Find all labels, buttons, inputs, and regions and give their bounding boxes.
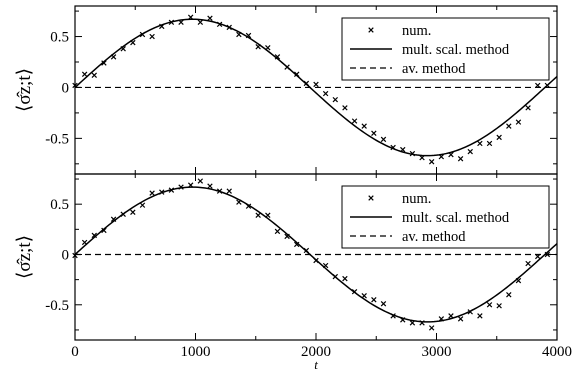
- data-point-x: [525, 105, 531, 111]
- data-point-x: [457, 316, 464, 322]
- data-point-x: [380, 301, 387, 307]
- data-point-x: [130, 209, 136, 215]
- data-point-x: [101, 227, 107, 234]
- y-tick-label: -0.5: [45, 131, 69, 147]
- data-point-x: [274, 54, 281, 60]
- data-point-x: [149, 33, 155, 40]
- data-point-x: [207, 183, 213, 189]
- data-point-x: [139, 202, 146, 208]
- data-point-x: [226, 188, 232, 194]
- data-point-x: [496, 134, 502, 141]
- y-tick-label: -0.5: [45, 298, 69, 314]
- data-point-x: [477, 313, 483, 319]
- legend-label: mult. scal. method: [402, 42, 510, 58]
- x-tick-label: 2000: [301, 344, 331, 360]
- data-point-x: [207, 15, 213, 21]
- y-axis-label: ⟨σ̂z;t⟩: [14, 68, 35, 112]
- data-point-x: [351, 118, 358, 124]
- data-point-x: [255, 212, 261, 218]
- panel-1: -0.5 0 0.5 ⟨σ̂z;t⟩ num. mult. scal. method av.…: [14, 5, 558, 175]
- data-point-x: [149, 190, 155, 196]
- data-point-x: [332, 96, 339, 103]
- legend-label: num.: [402, 23, 431, 39]
- x-tick-label: 3000: [422, 344, 452, 360]
- x-tick-label: 0: [71, 344, 79, 360]
- data-point-x: [428, 159, 435, 165]
- data-point-x: [506, 123, 512, 129]
- legend-marker-x: [368, 27, 374, 33]
- data-point-x: [467, 148, 473, 155]
- legend-label: mult. scal. method: [402, 210, 510, 226]
- legend-label: num.: [402, 191, 431, 207]
- data-point-x: [486, 140, 493, 147]
- data-point-x: [496, 303, 502, 309]
- data-point-x: [380, 136, 387, 143]
- x-tick-label: 4000: [542, 344, 572, 360]
- data-point-x: [91, 72, 98, 78]
- y-axis-label: ⟨σ̂z;t⟩: [14, 235, 35, 279]
- data-point-x: [313, 81, 319, 88]
- data-point-x: [197, 19, 204, 26]
- data-point-x: [293, 241, 300, 248]
- y-tick-label: 0: [62, 247, 70, 263]
- legend-marker-x: [368, 195, 374, 201]
- data-point-x: [371, 297, 377, 303]
- data-point-x: [515, 119, 522, 125]
- data-point-x: [525, 260, 531, 267]
- data-point-x: [361, 123, 367, 129]
- x-tick-label: 1000: [181, 344, 211, 360]
- data-point-x: [101, 60, 107, 66]
- data-point-x: [486, 302, 493, 308]
- data-point-x: [322, 90, 329, 97]
- data-point-x: [274, 228, 281, 235]
- data-point-x: [506, 292, 512, 298]
- y-tick-label: 0.5: [50, 197, 69, 213]
- y-tick-label: 0.5: [50, 30, 69, 46]
- x-axis-label: t: [314, 357, 318, 371]
- data-point-x: [477, 140, 483, 147]
- data-point-x: [81, 71, 88, 77]
- data-point-x: [428, 325, 435, 331]
- series-line-mult-scal: [74, 186, 558, 323]
- legend-label: av. method: [402, 229, 466, 245]
- data-point-x: [342, 275, 348, 282]
- data-point-x: [342, 105, 348, 111]
- legend-label: av. method: [402, 61, 466, 77]
- series-line-mult-scal: [74, 18, 558, 157]
- data-point-x: [197, 178, 204, 184]
- data-point-x: [293, 71, 300, 77]
- y-tick-label: 0: [62, 80, 70, 96]
- panel-2: -0.5 0 0.5 0 1000 2000 3000 4000 ⟨σ̂z;t⟩ num. mult…: [14, 173, 572, 371]
- data-point-x: [371, 130, 377, 136]
- data-point-x: [457, 156, 464, 162]
